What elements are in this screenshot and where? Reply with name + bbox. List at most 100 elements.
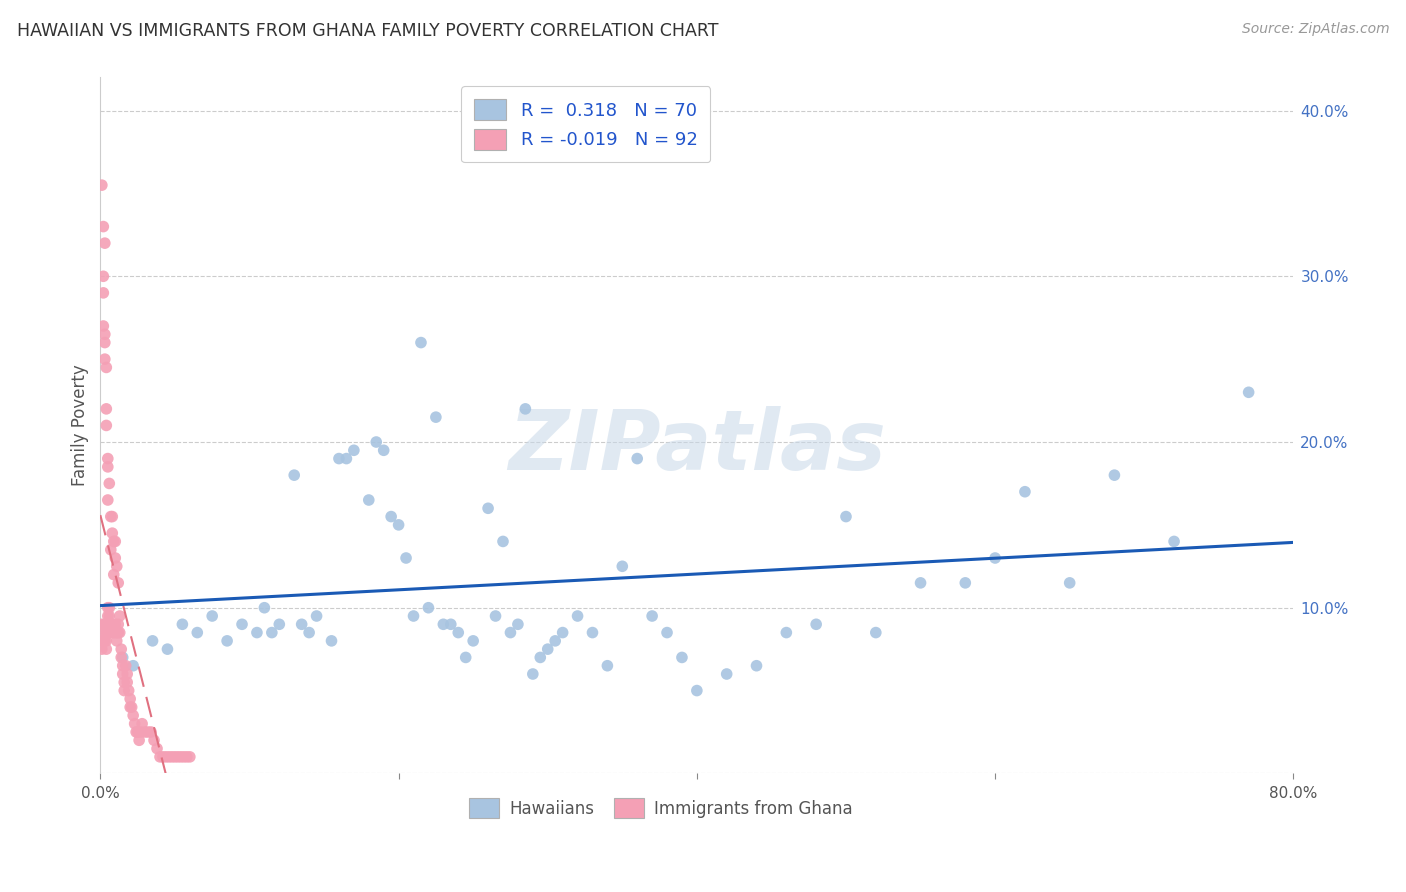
Point (357, 493, 380, 508)
Point (97, 459, 120, 474)
Point (745, 658, 768, 673)
Point (104, 551, 127, 566)
Point (425, 410, 447, 425)
Point (173, 749, 195, 764)
Point (101, 625, 124, 640)
Point (91, 318, 114, 333)
Point (160, 749, 183, 764)
Point (120, 700, 142, 714)
Point (98, 617, 121, 632)
Point (804, 617, 827, 632)
Point (544, 633, 567, 648)
Point (110, 642, 132, 657)
Point (90, 633, 112, 648)
Point (115, 675, 138, 690)
Point (440, 617, 463, 632)
Point (105, 559, 128, 574)
Point (186, 625, 208, 640)
Point (122, 658, 145, 673)
Point (108, 609, 131, 624)
Point (91, 285, 114, 300)
Point (395, 551, 418, 566)
Point (122, 708, 145, 723)
Point (1237, 385, 1260, 400)
Point (98, 625, 121, 640)
Point (97, 600, 120, 615)
Point (120, 691, 142, 706)
Point (463, 633, 485, 648)
Point (201, 609, 224, 624)
Point (298, 625, 321, 640)
Point (97, 493, 120, 508)
Point (129, 725, 152, 739)
Point (626, 451, 648, 466)
Point (104, 625, 127, 640)
Point (96, 633, 118, 648)
Point (96, 625, 118, 640)
Point (152, 749, 174, 764)
Point (100, 542, 122, 557)
Point (96, 418, 118, 433)
Point (98, 476, 121, 491)
Point (156, 642, 179, 657)
Point (97, 617, 120, 632)
Point (612, 559, 634, 574)
Point (409, 335, 432, 350)
Point (835, 509, 858, 524)
Point (499, 625, 522, 640)
Point (551, 625, 574, 640)
Point (373, 443, 395, 458)
Point (105, 625, 128, 640)
Point (447, 625, 470, 640)
Point (111, 650, 134, 665)
Point (112, 683, 135, 698)
Point (170, 749, 193, 764)
Point (94, 633, 117, 648)
Point (111, 658, 134, 673)
Point (104, 534, 127, 549)
Point (107, 575, 129, 590)
Point (91, 625, 114, 640)
Point (139, 725, 162, 739)
Point (231, 617, 253, 632)
Point (131, 716, 153, 731)
Point (121, 700, 143, 714)
Point (100, 617, 122, 632)
Point (910, 575, 932, 590)
Point (388, 517, 411, 532)
Point (775, 625, 797, 640)
Point (94, 352, 117, 367)
Point (492, 534, 515, 549)
Point (128, 733, 150, 747)
Point (671, 650, 693, 665)
Point (260, 625, 283, 640)
Point (101, 526, 124, 541)
Point (484, 609, 506, 624)
Point (107, 625, 129, 640)
Y-axis label: Family Poverty: Family Poverty (72, 365, 89, 486)
Point (98, 600, 121, 615)
Point (96, 360, 118, 375)
Text: HAWAIIAN VS IMMIGRANTS FROM GHANA FAMILY POVERTY CORRELATION CHART: HAWAIIAN VS IMMIGRANTS FROM GHANA FAMILY… (17, 22, 718, 40)
Point (91, 219, 114, 234)
Point (101, 617, 124, 632)
Point (103, 625, 125, 640)
Point (1163, 534, 1185, 549)
Point (104, 617, 127, 632)
Point (366, 435, 388, 450)
Legend: Hawaiians, Immigrants from Ghana: Hawaiians, Immigrants from Ghana (463, 792, 859, 824)
Point (522, 667, 544, 681)
Point (291, 617, 314, 632)
Point (94, 335, 117, 350)
Point (217, 633, 239, 648)
Point (1014, 484, 1036, 499)
Point (328, 451, 350, 466)
Point (506, 617, 529, 632)
Point (567, 609, 589, 624)
Point (432, 617, 454, 632)
Point (321, 633, 343, 648)
Point (105, 633, 128, 648)
Point (167, 749, 190, 764)
Point (865, 625, 887, 640)
Point (136, 725, 159, 739)
